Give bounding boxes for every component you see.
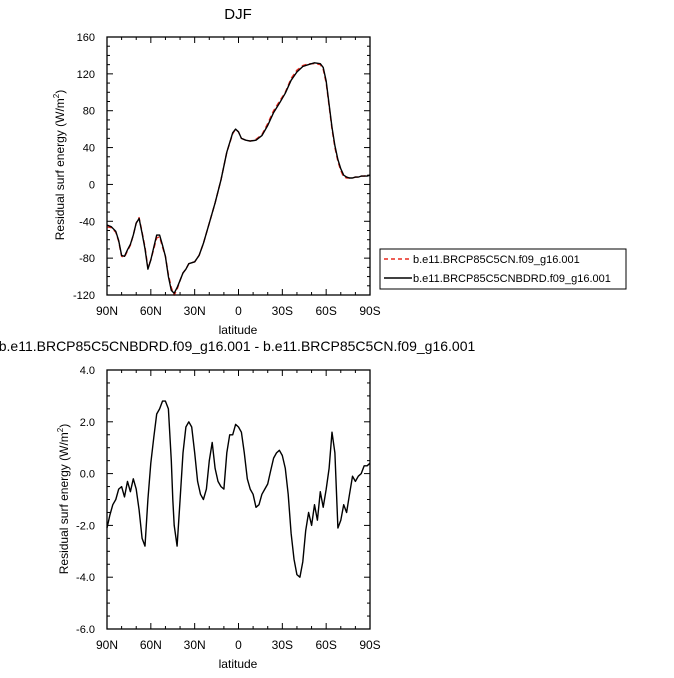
top-x-tick-label: 60N <box>140 304 162 318</box>
top-y-tick-label: 0 <box>89 179 95 191</box>
top-y-axis-label-sup: 2 <box>52 93 61 98</box>
top-y-tick-label: -40 <box>79 216 95 228</box>
bottom-y-axis-label: Residual surf energy (W/m2) <box>56 424 71 575</box>
bottom-y-tick-label: 2.0 <box>80 417 95 429</box>
legend: b.e11.BRCP85C5CN.f09_g16.001 b.e11.BRCP8… <box>379 248 627 290</box>
bottom-x-tick-label: 90S <box>359 638 380 652</box>
bottom-x-axis-label: latitude <box>219 657 258 671</box>
bottom-panel: b.e11.BRCP85C5CNBDRD.f09_g16.001 - b.e11… <box>0 338 475 671</box>
bottom-x-tick-label: 60N <box>140 638 162 652</box>
legend-box <box>379 248 627 290</box>
top-y-tick-label: 40 <box>83 143 95 155</box>
top-panel: DJF Residual surf energy (W/m2) latitude… <box>52 6 381 337</box>
top-x-tick-label: 60S <box>315 304 336 318</box>
bottom-y-tick-label: -4.0 <box>76 572 95 584</box>
legend-label-series-2: b.e11.BRCP85C5CNBDRD.f09_g16.001 <box>413 273 611 285</box>
bottom-y-axis-label-sup: 2 <box>56 427 65 432</box>
top-x-tick-label: 30S <box>272 304 293 318</box>
bottom-x-tick-label: 0 <box>235 638 242 652</box>
bottom-x-tick-label: 30S <box>272 638 293 652</box>
bottom-x-tick-label: 60S <box>315 638 336 652</box>
top-series-line-2 <box>106 62 371 294</box>
top-y-tick-label: -120 <box>73 290 95 302</box>
bottom-y-tick-label: 0.0 <box>80 469 95 481</box>
top-chart-title: DJF <box>224 6 252 23</box>
bottom-series-line-1 <box>106 400 371 578</box>
bottom-y-tick-label: 4.0 <box>80 365 95 377</box>
top-x-tick-label: 30N <box>184 304 206 318</box>
top-y-tick-label: 120 <box>77 69 95 81</box>
bottom-x-tick-label: 30N <box>184 638 206 652</box>
top-x-tick-label: 0 <box>235 304 242 318</box>
bottom-chart-title: b.e11.BRCP85C5CNBDRD.f09_g16.001 - b.e11… <box>0 338 475 354</box>
bottom-y-tick-label: -6.0 <box>76 624 95 636</box>
top-y-tick-label: -80 <box>79 253 95 265</box>
top-y-tick-label: 80 <box>83 106 95 118</box>
top-y-axis-label: Residual surf energy (W/m2) <box>52 90 67 241</box>
bottom-y-axis-label-main: Residual surf energy (W/m <box>57 432 71 574</box>
top-y-axis-label-close: ) <box>53 90 67 94</box>
bottom-y-tick-label: -2.0 <box>76 520 95 532</box>
top-x-tick-label: 90S <box>359 304 380 318</box>
legend-label-series-1: b.e11.BRCP85C5CN.f09_g16.001 <box>413 254 580 266</box>
top-x-tick-label: 90N <box>96 304 118 318</box>
bottom-plot-frame <box>106 369 371 630</box>
top-y-tick-label: 160 <box>77 32 95 44</box>
top-x-axis-label: latitude <box>219 323 258 337</box>
bottom-y-axis-label-close: ) <box>57 424 71 428</box>
bottom-x-tick-label: 90N <box>96 638 118 652</box>
top-y-axis-label-main: Residual surf energy (W/m <box>53 98 67 240</box>
